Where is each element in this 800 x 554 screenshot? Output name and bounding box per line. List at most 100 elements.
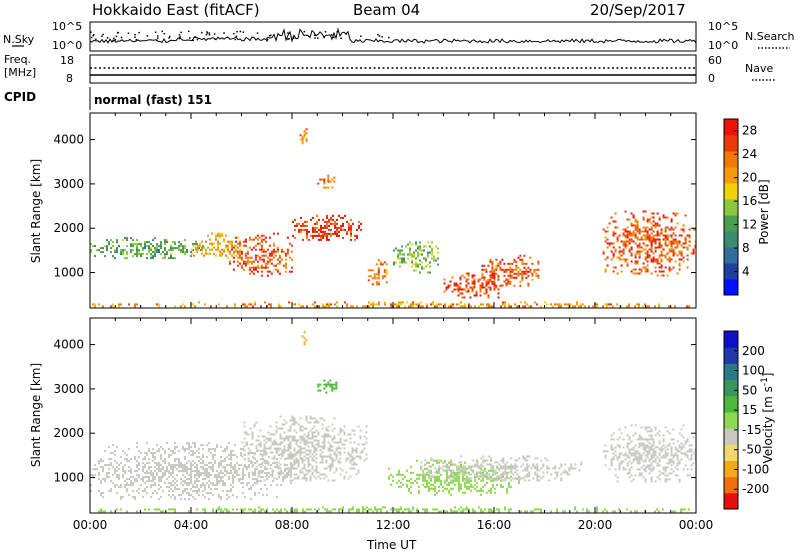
freq-tick-low: 8	[66, 72, 73, 85]
data-cell	[516, 459, 519, 462]
data-cell	[462, 473, 465, 476]
data-cell	[104, 480, 106, 483]
data-cell	[678, 264, 681, 267]
data-cell	[486, 473, 489, 476]
data-cell	[280, 248, 283, 251]
data-cell	[301, 451, 304, 454]
data-cell	[170, 255, 172, 258]
data-cell	[228, 260, 231, 263]
data-cell	[362, 305, 364, 308]
data-cell	[323, 379, 326, 382]
data-cell	[102, 247, 104, 250]
data-cell	[124, 458, 126, 461]
data-cell	[178, 249, 180, 252]
data-cell	[446, 510, 448, 513]
data-cell	[315, 419, 318, 422]
data-cell	[234, 240, 237, 243]
data-cell	[333, 435, 336, 438]
data-cell	[331, 387, 334, 390]
data-cell	[172, 464, 174, 467]
data-cell	[626, 244, 629, 247]
data-cell	[470, 477, 473, 480]
data-cell	[330, 216, 332, 219]
data-cell	[287, 443, 290, 446]
data-cell	[268, 244, 271, 247]
data-cell	[134, 458, 136, 461]
data-cell	[644, 268, 647, 271]
data-cell	[263, 459, 266, 462]
nave-tick-high: 60	[708, 54, 722, 67]
data-cell	[160, 454, 162, 457]
data-cell	[194, 466, 196, 469]
data-cell	[485, 284, 488, 287]
data-cell	[194, 498, 196, 501]
data-cell	[164, 257, 166, 260]
data-cell	[316, 234, 318, 237]
data-cell	[485, 270, 488, 273]
data-cell	[610, 448, 613, 451]
data-cell	[198, 480, 200, 483]
data-cell	[650, 458, 653, 461]
data-cell	[644, 303, 646, 306]
data-cell	[556, 510, 558, 513]
data-cell	[417, 263, 419, 266]
data-cell	[305, 443, 308, 446]
data-cell	[456, 479, 458, 482]
data-cell	[636, 303, 638, 306]
data-cell	[230, 490, 232, 493]
data-cell	[269, 445, 272, 448]
data-cell	[458, 489, 460, 492]
data-cell	[638, 454, 641, 457]
data-cell	[612, 452, 615, 455]
data-cell	[291, 479, 294, 482]
data-cell	[684, 238, 687, 241]
data-cell	[632, 240, 635, 243]
data-cell	[214, 484, 216, 487]
data-cell	[509, 280, 512, 283]
data-cell	[427, 255, 429, 258]
data-cell	[94, 468, 96, 471]
data-cell	[223, 250, 225, 253]
data-cell	[431, 251, 433, 254]
data-cell	[646, 254, 649, 257]
data-cell	[491, 260, 494, 263]
data-cell	[210, 474, 212, 477]
data-cell	[258, 464, 260, 467]
data-cell	[688, 228, 691, 231]
data-cell	[254, 462, 256, 465]
data-cell	[678, 234, 681, 237]
data-cell	[299, 425, 302, 428]
data-cell	[368, 305, 370, 308]
data-cell	[150, 496, 152, 499]
data-cell	[232, 250, 235, 253]
data-cell	[390, 303, 392, 306]
data-cell	[170, 468, 172, 471]
data-cell	[646, 260, 649, 263]
data-cell	[664, 240, 667, 243]
data-cell	[284, 262, 287, 265]
noise-search-point	[214, 38, 216, 40]
colorbar-tick-label: 8	[742, 241, 750, 255]
data-cell	[142, 496, 144, 499]
data-cell	[345, 471, 348, 474]
data-cell	[676, 240, 679, 243]
data-cell	[650, 242, 653, 245]
data-cell	[648, 452, 651, 455]
data-cell	[138, 253, 140, 256]
data-cell	[650, 222, 653, 225]
data-cell	[562, 471, 565, 474]
data-cell	[126, 257, 128, 260]
colorbar-swatch	[724, 411, 738, 429]
data-cell	[666, 454, 669, 457]
data-cell	[636, 450, 639, 453]
data-cell	[227, 244, 229, 247]
data-cell	[636, 462, 639, 465]
data-cell	[303, 473, 306, 476]
data-cell	[268, 258, 271, 261]
data-cell	[383, 275, 386, 278]
data-cell	[234, 472, 236, 475]
data-cell	[178, 245, 180, 248]
data-cell	[323, 180, 326, 183]
data-cell	[630, 212, 633, 215]
data-cell	[298, 228, 300, 231]
